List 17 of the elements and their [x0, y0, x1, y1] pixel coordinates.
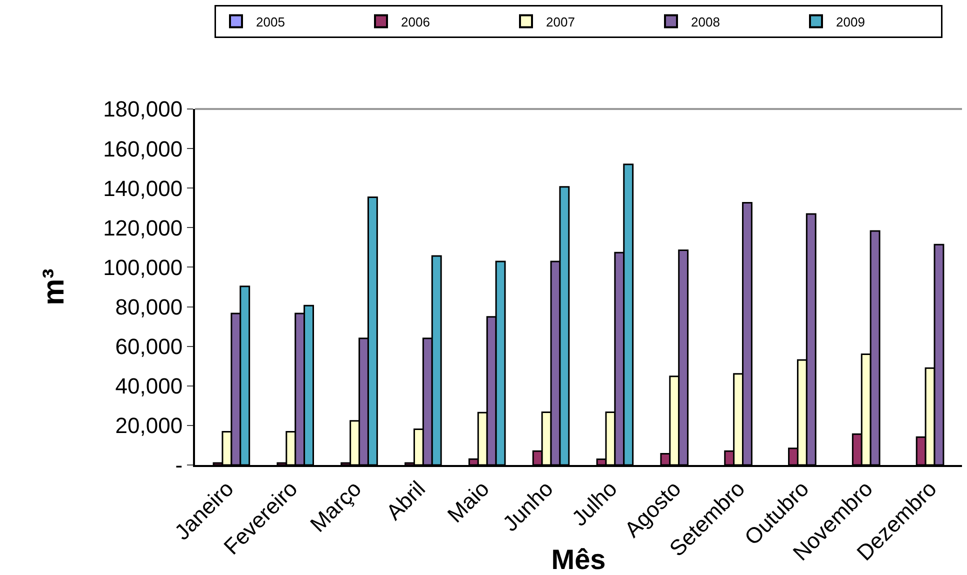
y-tick-label: 100,000	[103, 254, 183, 280]
y-tick-label: 140,000	[103, 176, 183, 201]
y-tick-label: -	[175, 452, 183, 478]
y-tick-label: 80,000	[115, 294, 183, 320]
legend-label: 2009	[836, 14, 865, 30]
y-tick-label: 40,000	[115, 374, 183, 399]
legend-label: 2008	[691, 14, 720, 30]
x-axis-title: Mês	[551, 544, 606, 575]
y-axis-title: m³	[38, 268, 71, 306]
legend-label: 2007	[546, 14, 575, 30]
y-tick-label: 20,000	[115, 413, 183, 438]
y-tick-label: 120,000	[103, 215, 183, 240]
legend-label: 2006	[401, 14, 430, 30]
y-tick-label: 180,000	[103, 96, 183, 122]
y-tick-label: 160,000	[103, 136, 183, 162]
y-tick-label: 60,000	[115, 334, 183, 360]
legend-label: 2005	[256, 14, 285, 30]
